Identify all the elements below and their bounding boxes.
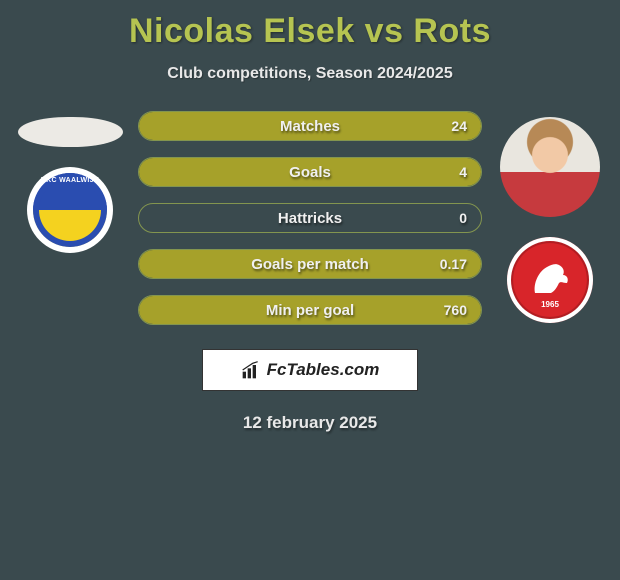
brand-label: FcTables.com <box>267 360 380 380</box>
stat-value-right: 0.17 <box>440 256 467 272</box>
comparison-panel: Matches 24 Goals 4 Hattricks 0 Goals per… <box>0 111 620 325</box>
stat-value-right: 0 <box>459 210 467 226</box>
stat-label: Matches <box>280 118 340 135</box>
stat-value-right: 24 <box>451 118 467 134</box>
right-player-photo <box>500 117 600 217</box>
stat-bar-goals-per-match: Goals per match 0.17 <box>138 249 482 279</box>
page-title: Nicolas Elsek vs Rots <box>0 0 620 51</box>
left-club-badge <box>27 167 113 253</box>
brand-link[interactable]: FcTables.com <box>202 349 418 391</box>
bar-chart-icon <box>241 360 261 380</box>
stat-value-right: 4 <box>459 164 467 180</box>
season-subtitle: Club competitions, Season 2024/2025 <box>0 65 620 83</box>
club-founded-year: 1965 <box>507 300 593 309</box>
stat-label: Min per goal <box>266 302 354 319</box>
horse-icon <box>525 253 575 303</box>
stat-label: Hattricks <box>278 210 342 227</box>
stat-value-right: 760 <box>444 302 467 318</box>
stat-bar-min-per-goal: Min per goal 760 <box>138 295 482 325</box>
left-player-column <box>10 111 130 325</box>
stat-bars: Matches 24 Goals 4 Hattricks 0 Goals per… <box>130 111 490 325</box>
right-club-badge: 1965 <box>507 237 593 323</box>
right-player-column: 1965 <box>490 111 610 325</box>
stat-label: Goals per match <box>251 256 369 273</box>
left-player-photo <box>18 117 123 147</box>
player-face-placeholder <box>500 117 600 217</box>
snapshot-date: 12 february 2025 <box>0 413 620 433</box>
stat-bar-hattricks: Hattricks 0 <box>138 203 482 233</box>
stat-bar-matches: Matches 24 <box>138 111 482 141</box>
stat-bar-goals: Goals 4 <box>138 157 482 187</box>
stat-label: Goals <box>289 164 331 181</box>
